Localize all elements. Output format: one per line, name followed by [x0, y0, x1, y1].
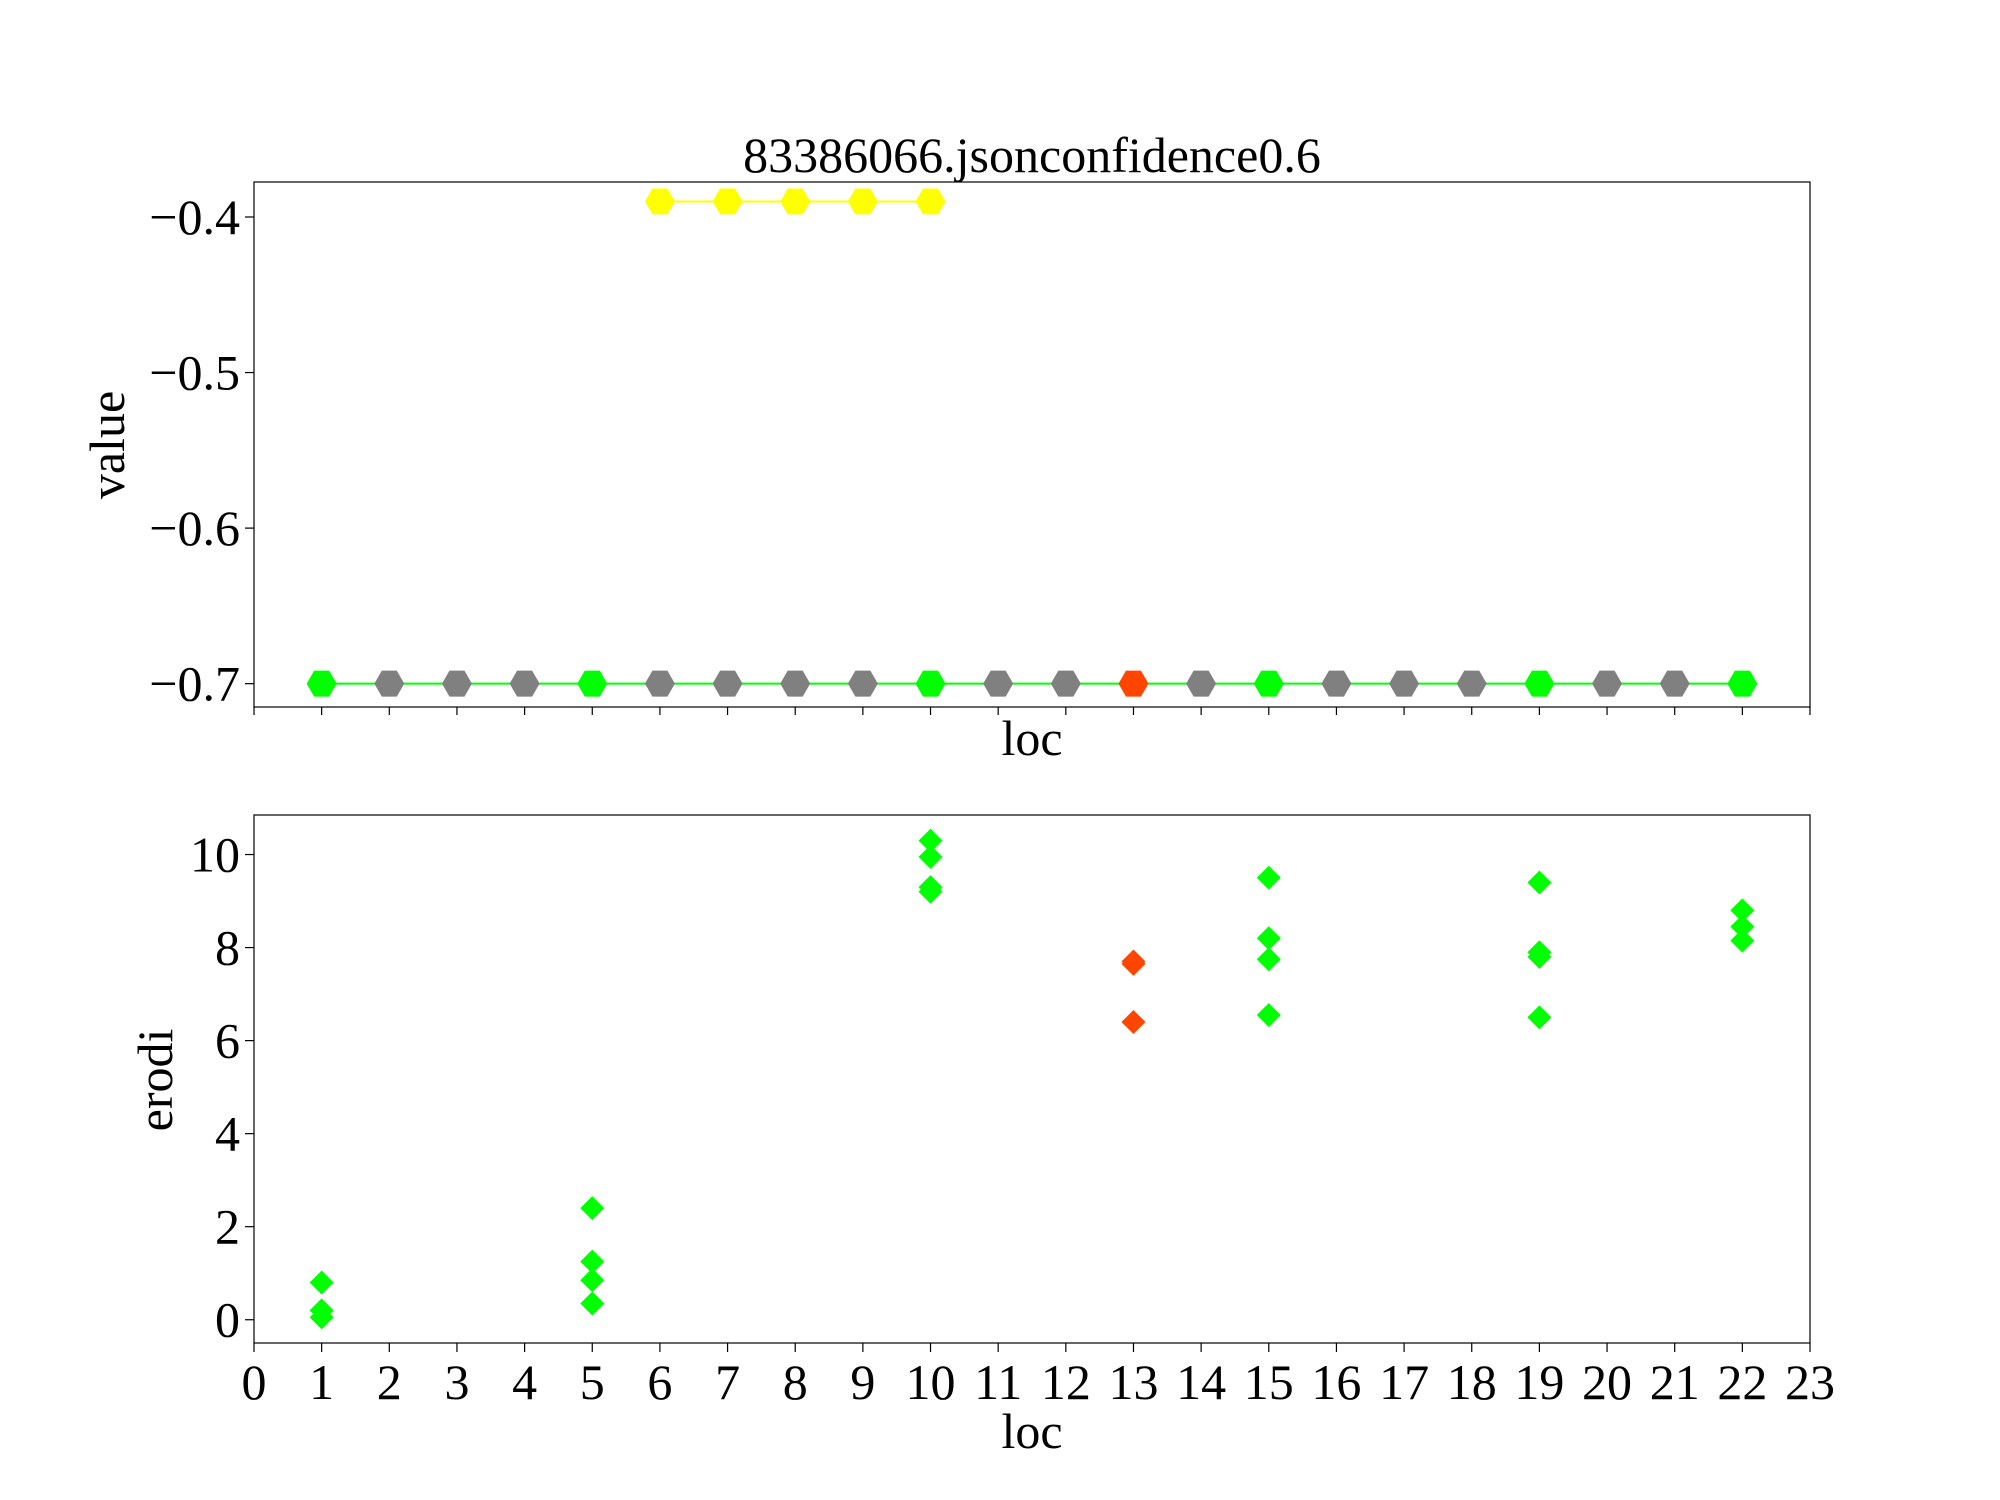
bottom-y-tick-label: 2 — [215, 1199, 240, 1255]
hexagon-marker — [780, 670, 811, 697]
chart-title: 83386066.jsonconfidence0.6 — [743, 127, 1321, 183]
bottom-x-tick-label: 3 — [444, 1354, 469, 1410]
diamond-marker — [580, 1196, 605, 1221]
bottom-x-tick-label: 16 — [1311, 1354, 1361, 1410]
hexagon-marker — [1727, 670, 1758, 697]
hexagon-marker — [915, 670, 946, 697]
diamond-marker — [309, 1270, 334, 1295]
top-y-tick-label: −0.4 — [149, 189, 240, 245]
hexagon-marker — [712, 670, 743, 697]
diamond-marker — [580, 1268, 605, 1293]
diamond-marker — [1121, 1010, 1146, 1035]
bottom-y-tick-label: 6 — [215, 1013, 240, 1069]
bottom-x-tick-label: 10 — [906, 1354, 956, 1410]
diamond-marker — [918, 844, 943, 869]
bottom-x-tick-label: 2 — [377, 1354, 402, 1410]
bottom-x-tick-label: 5 — [580, 1354, 605, 1410]
bottom-x-tick-label: 7 — [715, 1354, 740, 1410]
bottom-x-tick-label: 23 — [1785, 1354, 1835, 1410]
bottom-x-tick-label: 13 — [1108, 1354, 1158, 1410]
diamond-marker — [918, 828, 943, 853]
hexagon-marker — [847, 188, 878, 215]
diamond-marker — [309, 1305, 334, 1330]
bottom-x-tick-label: 21 — [1650, 1354, 1700, 1410]
hexagon-marker — [577, 670, 608, 697]
bottom-x-tick-label: 8 — [783, 1354, 808, 1410]
hexagon-marker — [509, 670, 540, 697]
bottom-x-tick-label: 18 — [1447, 1354, 1497, 1410]
diamond-marker — [1527, 1005, 1552, 1030]
bottom-x-tick-label: 1 — [309, 1354, 334, 1410]
diamond-marker — [1256, 947, 1281, 972]
hexagon-marker — [1389, 670, 1420, 697]
bottom-x-tick-label: 4 — [512, 1354, 537, 1410]
diamond-marker — [580, 1249, 605, 1274]
top-y-axis: −0.4 −0.5 −0.6 −0.7 — [149, 189, 254, 712]
diamond-marker — [1256, 865, 1281, 890]
diamond-marker — [580, 1291, 605, 1316]
bottom-x-tick-label: 12 — [1041, 1354, 1091, 1410]
bottom-plot-frame — [253, 814, 1811, 1344]
hexagon-marker — [983, 670, 1014, 697]
diamond-marker — [1256, 926, 1281, 951]
diamond-marker — [1730, 898, 1755, 923]
bottom-x-tick-label: 22 — [1717, 1354, 1767, 1410]
hexagon-marker — [644, 670, 675, 697]
hexagon-marker — [915, 188, 946, 215]
hexagon-marker — [306, 670, 337, 697]
diamond-marker — [1121, 951, 1146, 976]
hexagon-marker — [847, 670, 878, 697]
diamond-marker — [1256, 1003, 1281, 1028]
bottom-x-tick-label: 17 — [1379, 1354, 1429, 1410]
bottom-series-points — [309, 828, 1755, 1330]
diamond-marker — [1527, 870, 1552, 895]
hexagon-marker — [441, 670, 472, 697]
hexagon-marker — [1118, 670, 1149, 697]
top-y-axis-label: value — [79, 391, 135, 499]
top-y-tick-label: −0.7 — [149, 656, 240, 712]
bottom-x-tick-label: 6 — [647, 1354, 672, 1410]
top-x-axis — [253, 707, 1811, 715]
bottom-x-axis: 0 1 2 3 4 5 6 7 8 9 10 11 12 13 14 15 16 17 18 19 20 21 22 23 — [242, 1343, 1835, 1410]
bottom-y-axis-label: erodi — [127, 1029, 183, 1132]
bottom-y-tick-label: 4 — [215, 1106, 240, 1162]
top-plot-frame — [253, 181, 1811, 708]
bottom-x-tick-label: 15 — [1244, 1354, 1294, 1410]
bottom-y-axis: 0 2 4 6 8 10 — [190, 827, 254, 1348]
bottom-x-tick-label: 19 — [1514, 1354, 1564, 1410]
diamond-marker — [1730, 914, 1755, 939]
hexagon-marker — [1253, 670, 1284, 697]
diamond-marker — [918, 879, 943, 904]
bottom-y-tick-label: 0 — [215, 1292, 240, 1348]
bottom-x-tick-label: 20 — [1582, 1354, 1632, 1410]
hexagon-marker — [644, 188, 675, 215]
diamond-marker — [1730, 928, 1755, 953]
hexagon-marker — [1659, 670, 1690, 697]
top-panel: −0.4 −0.5 −0.6 −0.7 loc value — [79, 181, 1811, 766]
diamond-marker — [1527, 944, 1552, 969]
hexagon-marker — [1592, 670, 1623, 697]
hexagon-marker — [374, 670, 405, 697]
bottom-x-tick-label: 9 — [850, 1354, 875, 1410]
hexagon-marker — [1456, 670, 1487, 697]
hexagon-marker — [1050, 670, 1081, 697]
top-y-tick-label: −0.6 — [149, 500, 240, 556]
top-y-tick-label: −0.5 — [149, 345, 240, 401]
hexagon-marker — [1524, 670, 1555, 697]
bottom-x-tick-label: 0 — [242, 1354, 267, 1410]
hexagon-marker — [1186, 670, 1217, 697]
hexagon-marker — [712, 188, 743, 215]
bottom-x-tick-label: 14 — [1176, 1354, 1226, 1410]
bottom-y-tick-label: 10 — [190, 827, 240, 883]
hexagon-marker — [1321, 670, 1352, 697]
top-x-axis-label: loc — [1001, 710, 1062, 766]
hexagon-marker — [780, 188, 811, 215]
bottom-x-axis-label: loc — [1001, 1403, 1062, 1459]
top-series-points — [306, 188, 1758, 697]
bottom-y-tick-label: 8 — [215, 920, 240, 976]
bottom-x-tick-label: 11 — [974, 1354, 1022, 1410]
